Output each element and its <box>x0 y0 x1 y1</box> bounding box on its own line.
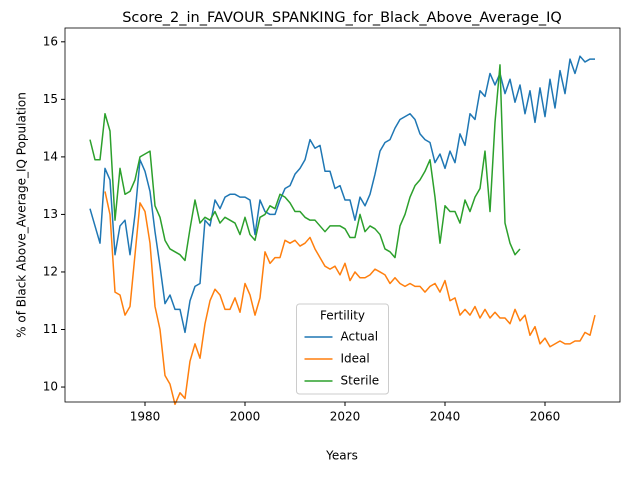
legend-label: Ideal <box>341 352 370 366</box>
x-tick-label: 1980 <box>130 410 161 424</box>
y-axis-label: % of Black Above_Average_IQ Population <box>15 92 29 338</box>
y-tick-label: 10 <box>43 380 58 394</box>
x-tick-label: 2020 <box>330 410 361 424</box>
x-tick-label: 2060 <box>530 410 561 424</box>
y-tick-label: 13 <box>43 207 58 221</box>
line-series <box>89 64 521 262</box>
legend-box <box>296 303 389 395</box>
legend-label: Actual <box>341 330 379 344</box>
y-tick-label: 16 <box>43 34 58 48</box>
x-tick-label: 2040 <box>430 410 461 424</box>
y-tick-label: 12 <box>43 264 58 278</box>
chart-title: Score_2_in_FAVOUR_SPANKING_for_Black_Abo… <box>122 10 562 26</box>
plot-frame <box>64 27 621 403</box>
x-tick-label: 2000 <box>230 410 261 424</box>
line-series <box>104 191 596 406</box>
x-axis-label: Years <box>325 449 358 463</box>
y-tick-label: 15 <box>43 92 58 106</box>
line-series <box>89 55 595 334</box>
legend-title: Fertility <box>320 309 365 323</box>
y-tick-label: 11 <box>43 322 58 336</box>
y-tick-label: 14 <box>43 149 58 163</box>
legend-label: Sterile <box>341 374 380 388</box>
